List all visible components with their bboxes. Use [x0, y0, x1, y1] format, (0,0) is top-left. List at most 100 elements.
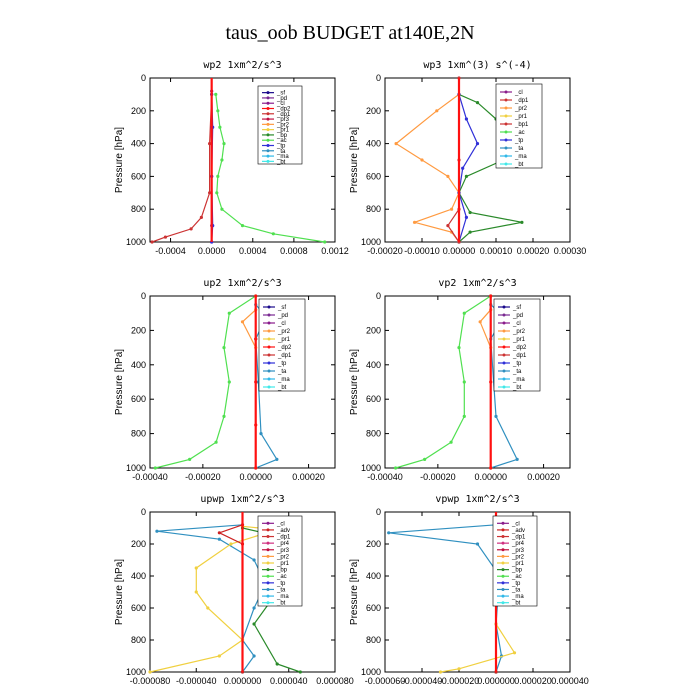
- y-tick-label: 800: [366, 635, 381, 645]
- legend-marker: [502, 337, 506, 341]
- legend-marker: [501, 528, 505, 532]
- legend-label: _ma: [276, 154, 289, 160]
- y-tick-label: 1000: [361, 237, 381, 247]
- legend-box: [257, 515, 303, 607]
- legend-marker: [267, 329, 271, 333]
- series-line: [447, 78, 460, 243]
- page-title: taus_oob BUDGET at140E,2N: [225, 22, 475, 44]
- legend-label: _cl: [511, 521, 520, 527]
- legend-label: _pd: [277, 313, 288, 319]
- y-tick-label: 0: [376, 291, 381, 301]
- x-tick-label: -0.000080: [130, 676, 171, 686]
- chart-panel-5: upwp 1xm^2/s^3 0 200 400 600 800 1000-0.000080…: [114, 494, 354, 686]
- legend-label: _dp1: [276, 535, 291, 541]
- y-tick-label: 400: [131, 571, 146, 581]
- legend-label: _dp2: [277, 345, 292, 351]
- legend-label: _pr2: [276, 122, 290, 128]
- legend-label: _pr1: [511, 561, 525, 567]
- legend-label: _pr3: [276, 548, 290, 554]
- legend-marker: [501, 581, 505, 585]
- legend-label: _tp: [276, 144, 286, 150]
- series-point: [512, 651, 517, 655]
- series-point: [194, 590, 198, 594]
- legend-label: _bt: [514, 162, 524, 168]
- series-point: [220, 207, 224, 211]
- legend-label: _pr2: [277, 329, 291, 335]
- legend-label: _ma: [276, 594, 289, 600]
- legend-label: _dp1: [511, 535, 526, 541]
- legend-marker: [504, 114, 508, 118]
- series-point: [163, 235, 168, 239]
- legend-marker: [501, 561, 505, 565]
- y-axis-label: Pressure [hPa]: [349, 127, 360, 193]
- series-point: [461, 166, 465, 170]
- series-point: [214, 92, 218, 96]
- y-tick-label: 400: [131, 360, 146, 370]
- legend-box: [495, 83, 543, 169]
- x-tick-label: 0.00010: [480, 246, 513, 256]
- series-line: [395, 93, 460, 243]
- x-tick-label: -0.00020: [420, 472, 456, 482]
- legend-marker: [266, 548, 270, 552]
- y-tick-label: 800: [131, 635, 146, 645]
- legend-label: _ma: [512, 377, 525, 383]
- series-point: [515, 457, 519, 461]
- legend-label: _ta: [514, 146, 524, 152]
- legend-marker: [266, 561, 270, 565]
- legend-label: _pd: [276, 96, 287, 102]
- series-point: [208, 191, 212, 195]
- legend-marker: [267, 337, 271, 341]
- series-point: [150, 240, 154, 244]
- series-line: [241, 309, 257, 468]
- series-point: [189, 227, 193, 231]
- y-axis-label: Pressure [hPa]: [114, 127, 125, 193]
- legend-marker: [504, 162, 508, 166]
- series-point: [252, 622, 256, 626]
- series-point: [478, 320, 482, 324]
- legend-label: _ta: [511, 587, 521, 593]
- x-tick-label: 0.000000: [224, 676, 262, 686]
- legend-label: _bt: [511, 601, 521, 607]
- x-tick-label: 0.0004: [239, 246, 267, 256]
- legend-marker: [501, 535, 505, 539]
- series-line: [217, 524, 244, 672]
- legend-label: _ac: [514, 130, 525, 136]
- legend-marker: [504, 138, 508, 142]
- legend-marker: [501, 548, 505, 552]
- series-point: [215, 191, 219, 195]
- x-tick-label: -0.000020: [439, 676, 480, 686]
- x-tick-label: 0.00020: [527, 472, 560, 482]
- series-point: [222, 414, 226, 418]
- series-point: [227, 380, 231, 384]
- legend-label: _pr1: [514, 114, 528, 120]
- legend-label: _bt: [512, 385, 522, 391]
- series-point: [520, 220, 524, 224]
- x-tick-label: 0.000040: [270, 676, 308, 686]
- legend-marker: [502, 345, 506, 349]
- x-tick-label: 0.0012: [321, 246, 349, 256]
- legend-label: _cl: [512, 321, 521, 327]
- y-tick-label: 600: [131, 171, 146, 181]
- legend-label: _pr4: [276, 541, 290, 547]
- legend-label: _pr1: [276, 128, 290, 134]
- y-tick-label: 800: [366, 429, 381, 439]
- x-tick-label: 0.000040: [551, 676, 589, 686]
- y-tick-label: 800: [131, 429, 146, 439]
- y-tick-label: 0: [376, 507, 381, 517]
- legend-marker: [502, 305, 506, 309]
- legend-marker: [267, 361, 271, 365]
- legend-label: _ac: [276, 574, 287, 580]
- legend-marker: [266, 128, 270, 132]
- legend-marker: [266, 554, 270, 558]
- legend-label: _adv: [276, 528, 290, 534]
- legend-label: _adv: [511, 528, 525, 534]
- legend-label: _pr2: [276, 554, 290, 560]
- legend-marker: [267, 321, 271, 325]
- panel-title: upwp 1xm^2/s^3: [200, 494, 284, 505]
- legend-marker: [502, 369, 506, 373]
- series-point: [435, 109, 439, 113]
- series-point: [457, 667, 461, 671]
- series-point: [155, 529, 159, 533]
- series-point: [438, 670, 443, 674]
- series-point: [462, 311, 466, 315]
